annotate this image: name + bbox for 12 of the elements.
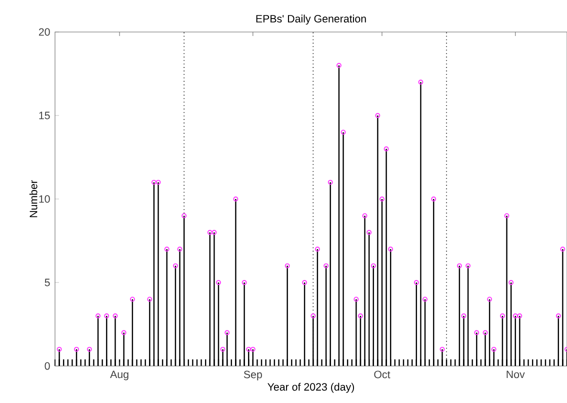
y-tick-label: 15 xyxy=(39,112,50,120)
y-tick-label: 10 xyxy=(39,195,50,203)
x-tick-label: Nov xyxy=(506,370,525,378)
x-tick-label: Sep xyxy=(244,370,262,380)
x-tick-label: Aug xyxy=(110,370,128,380)
x-tick-label: Oct xyxy=(374,370,390,378)
y-tick-label: 5 xyxy=(44,278,50,286)
y-tick-label: 20 xyxy=(38,28,50,36)
y-tick-label: 0 xyxy=(44,362,50,370)
x-axis-title: Year of 2023 (day) xyxy=(268,382,354,393)
chart-title: EPBs' Daily Generation xyxy=(256,14,366,25)
y-axis-title: Number xyxy=(29,180,38,218)
